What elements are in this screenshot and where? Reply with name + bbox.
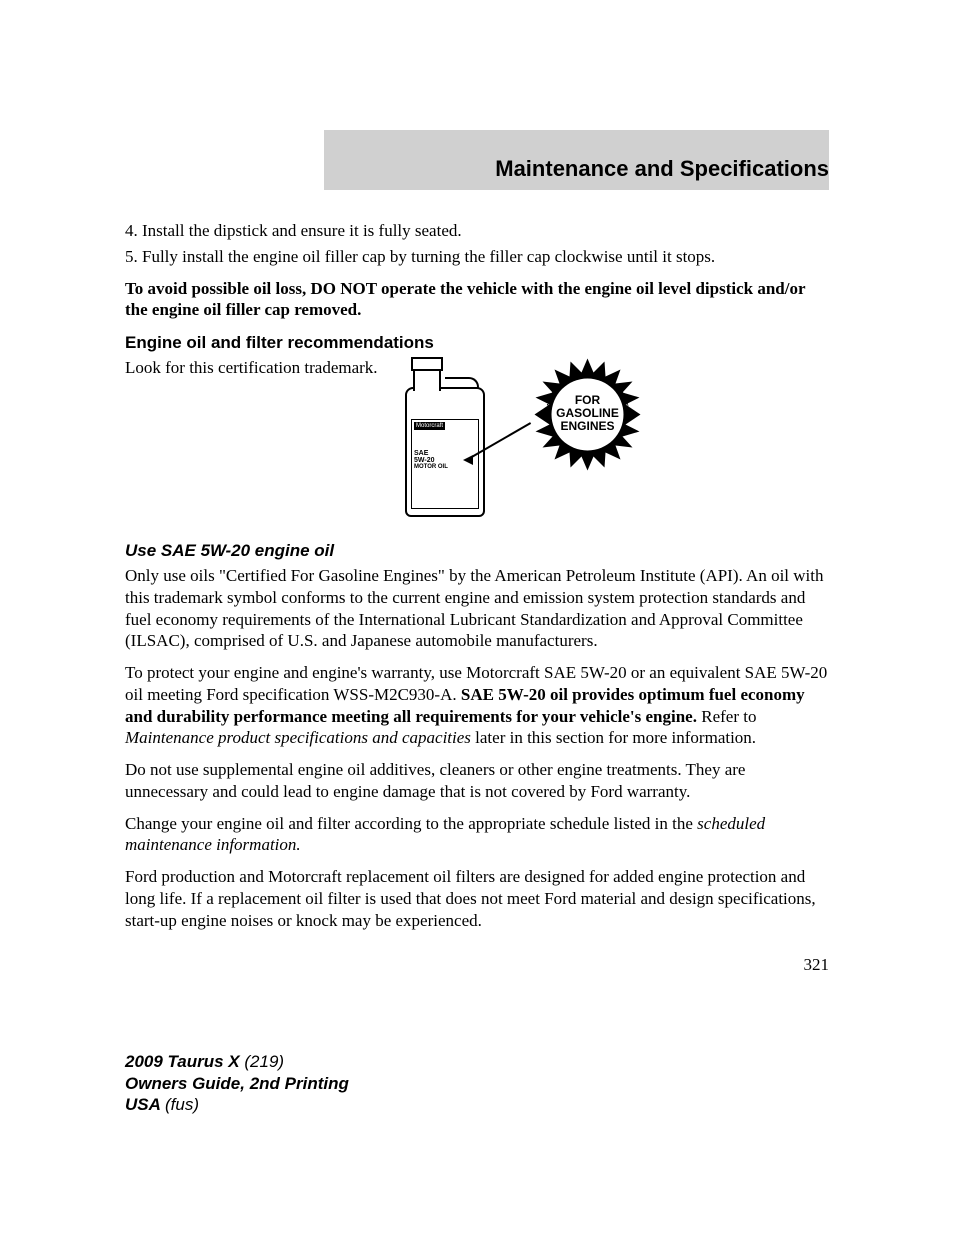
footer-line1: 2009 Taurus X (219) [125,1051,349,1072]
para-protect-engine: To protect your engine and engine's warr… [125,662,829,749]
header-band: Maintenance and Specifications [324,130,829,190]
starburst-line2: GASOLINE [556,406,619,420]
footer-usa: USA [125,1095,165,1114]
para-filters: Ford production and Motorcraft replaceme… [125,866,829,931]
footer-line2: Owners Guide, 2nd Printing [125,1073,349,1094]
footer-model: 2009 Taurus X [125,1052,244,1071]
step-5: 5. Fully install the engine oil filler c… [125,246,829,268]
p2-c: Refer to [697,707,756,726]
para-api: Only use oils "Certified For Gasoline En… [125,565,829,652]
page-title: Maintenance and Specifications [495,156,829,182]
certification-text: Look for this certification trademark. [125,357,385,379]
bottle-sae: SAE [414,450,428,457]
certification-graphic: Motorcraft SAE 5W-20 MOTOR OIL [405,357,645,527]
oil-bottle-icon: Motorcraft SAE 5W-20 MOTOR OIL [405,357,485,522]
footer-line3: USA (fus) [125,1094,349,1115]
footer-fus: (fus) [165,1095,199,1114]
starburst-line1: FOR [575,393,600,407]
p2-e: later in this section for more informati… [471,728,756,747]
step-4: 4. Install the dipstick and ensure it is… [125,220,829,242]
page-number: 321 [125,955,829,975]
bottle-brand: Motorcraft [414,422,445,430]
para-additives: Do not use supplemental engine oil addit… [125,759,829,803]
content-area: 4. Install the dipstick and ensure it is… [125,220,829,975]
oil-loss-warning: To avoid possible oil loss, DO NOT opera… [125,278,829,322]
arrow-head-icon [463,455,473,465]
subhead-use-sae: Use SAE 5W-20 engine oil [125,541,829,561]
p2-d: Maintenance product specifications and c… [125,728,471,747]
subhead-recommendations: Engine oil and filter recommendations [125,333,829,353]
para-change-oil: Change your engine oil and filter accord… [125,813,829,857]
page-container: Maintenance and Specifications 4. Instal… [0,0,954,1015]
footer: 2009 Taurus X (219) Owners Guide, 2nd Pr… [125,1051,349,1115]
p4-a: Change your engine oil and filter accord… [125,814,697,833]
footer-code: (219) [244,1052,284,1071]
starburst-line3: ENGINES [560,420,614,434]
bottle-weight: 5W-20 [414,457,434,464]
certification-row: Look for this certification trademark. M… [125,357,829,527]
starburst-center-text: FOR GASOLINE ENGINES [530,394,645,434]
